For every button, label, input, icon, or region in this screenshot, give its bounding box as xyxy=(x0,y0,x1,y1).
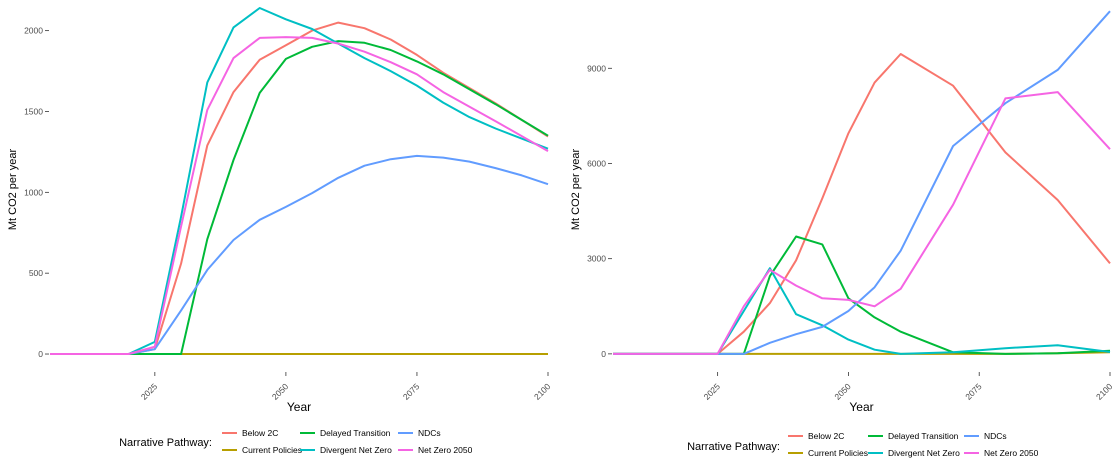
series-line-below-2c xyxy=(613,53,1111,355)
y-tick-label: 9000 xyxy=(587,63,606,73)
y-tick-label: 1500 xyxy=(24,106,43,116)
series-line-ndcs xyxy=(50,154,549,355)
y-tick-label: 500 xyxy=(29,268,43,278)
legend-label-divergent-net-zero: Divergent Net Zero xyxy=(320,445,392,455)
y-axis-title: Mt CO2 per year xyxy=(7,149,19,231)
legend-label-delayed-transition: Delayed Transition xyxy=(888,431,959,441)
legend-label-current-policies: Current Policies xyxy=(808,448,868,458)
series-line-delayed-transition xyxy=(50,40,549,355)
series-line-divergent-net-zero xyxy=(613,267,1111,355)
legend-label-ndcs: NDCs xyxy=(418,428,441,438)
x-tick-label: 2075 xyxy=(963,381,984,402)
x-tick-label: 2050 xyxy=(270,381,291,402)
legend-label-ndcs: NDCs xyxy=(984,431,1007,441)
x-tick-label: 2025 xyxy=(702,381,723,402)
series-line-delayed-transition xyxy=(613,235,1111,355)
x-axis-title: Year xyxy=(287,400,311,414)
x-tick-label: 2025 xyxy=(139,381,160,402)
x-axis-title: Year xyxy=(849,400,873,414)
x-tick-label: 2050 xyxy=(832,381,853,402)
chart-panel-1: 0 500 1000 1500 2000 2025 2050 2075 2100 Year Mt C… xyxy=(7,7,553,414)
y-tick-label: 6000 xyxy=(587,158,606,168)
chart-panel-2: 0 3000 6000 9000 2025 2050 2075 2100 Year Mt CO2 … xyxy=(570,10,1112,414)
y-tick-label: 3000 xyxy=(587,254,606,264)
series-line-net-zero-2050 xyxy=(50,36,549,355)
series-line-ndcs xyxy=(613,10,1111,355)
legend-label-below-2c: Below 2C xyxy=(242,428,278,438)
legend-label-net-zero-2050: Net Zero 2050 xyxy=(984,448,1039,458)
legend-right: Narrative Pathway: Below 2C Delayed Trans… xyxy=(687,431,1039,458)
x-tick-label: 2100 xyxy=(1094,381,1112,402)
legend-label-divergent-net-zero: Divergent Net Zero xyxy=(888,448,960,458)
y-tick-label: 2000 xyxy=(24,26,43,36)
legend-title: Narrative Pathway: xyxy=(687,441,780,453)
legend-left: Narrative Pathway: Below 2C Delayed Trans… xyxy=(119,428,473,455)
y-axis-title: Mt CO2 per year xyxy=(570,149,582,231)
legend-title: Narrative Pathway: xyxy=(119,437,212,449)
y-tick-label: 1000 xyxy=(24,187,43,197)
legend-label-below-2c: Below 2C xyxy=(808,431,844,441)
series-line-divergent-net-zero xyxy=(50,7,549,355)
series-line-below-2c xyxy=(50,21,549,355)
legend-label-delayed-transition: Delayed Transition xyxy=(320,428,391,438)
y-tick-label: 0 xyxy=(38,349,43,359)
x-tick-label: 2075 xyxy=(401,381,422,402)
legend-label-current-policies: Current Policies xyxy=(242,445,302,455)
x-tick-label: 2100 xyxy=(532,381,553,402)
series-line-net-zero-2050 xyxy=(613,91,1111,355)
y-tick-label: 0 xyxy=(601,349,606,359)
legend-label-net-zero-2050: Net Zero 2050 xyxy=(418,445,473,455)
